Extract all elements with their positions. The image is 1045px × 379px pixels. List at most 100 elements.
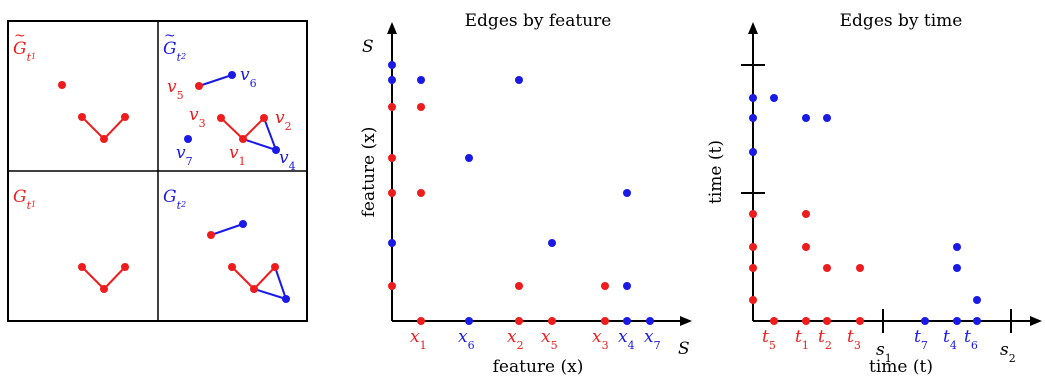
data-point bbox=[417, 317, 425, 325]
node bbox=[250, 285, 258, 293]
node bbox=[121, 263, 129, 271]
panel-label-tilde-mark-tr: ~ bbox=[164, 28, 176, 44]
node-label-v7: v7 bbox=[176, 143, 193, 168]
node-label-v5: v5 bbox=[167, 77, 184, 102]
data-point bbox=[953, 317, 961, 325]
data-point bbox=[417, 189, 425, 197]
x-tick-label: x5 bbox=[541, 327, 558, 352]
node bbox=[260, 114, 268, 122]
data-point bbox=[921, 317, 929, 325]
x-tick-label: t1 bbox=[795, 327, 809, 352]
data-point bbox=[802, 317, 810, 325]
x-tick-labels: t5 t1 t2 t3 t7 t4 t6 s1 s2 bbox=[762, 327, 1016, 365]
node bbox=[78, 113, 86, 121]
data-point bbox=[388, 239, 396, 247]
data-point bbox=[856, 317, 864, 325]
data-point bbox=[623, 189, 631, 197]
data-point bbox=[465, 317, 473, 325]
data-point bbox=[388, 189, 396, 197]
x-tick-label: x3 bbox=[592, 327, 609, 352]
data-point bbox=[515, 282, 523, 290]
chart-edges-by-feature: Edges by feature S S feature (x) feature… bbox=[359, 11, 692, 377]
data-point bbox=[749, 264, 757, 272]
data-point bbox=[802, 243, 810, 251]
node bbox=[184, 135, 192, 143]
panel-label-tilde-mark-tl: ~ bbox=[14, 28, 26, 44]
data-point bbox=[856, 264, 864, 272]
data-point bbox=[953, 243, 961, 251]
data-point bbox=[388, 76, 396, 84]
node bbox=[239, 135, 247, 143]
data-point bbox=[623, 317, 631, 325]
node bbox=[282, 295, 290, 303]
node bbox=[272, 146, 280, 154]
data-point bbox=[417, 103, 425, 111]
node bbox=[228, 71, 236, 79]
y-axis-symbol: S bbox=[362, 37, 374, 57]
data-point bbox=[388, 154, 396, 162]
data-point bbox=[388, 282, 396, 290]
graph-br bbox=[207, 220, 290, 303]
node bbox=[207, 231, 215, 239]
y-axis-label: time (t) bbox=[706, 140, 726, 204]
node bbox=[58, 81, 66, 89]
x-tick-label: t6 bbox=[964, 327, 978, 352]
panel-label-g-t1: Gt1 bbox=[13, 187, 36, 212]
data-point bbox=[749, 114, 757, 122]
data-point bbox=[749, 148, 757, 156]
x-tick-label: x6 bbox=[458, 327, 475, 352]
node bbox=[271, 263, 279, 271]
x-tick-labels: x1 x6 x2 x5 x3 x4 x7 bbox=[410, 327, 661, 352]
data-point bbox=[388, 61, 396, 69]
data-point bbox=[749, 210, 757, 218]
data-point bbox=[770, 94, 778, 102]
data-point bbox=[623, 282, 631, 290]
panel-label-g-tilde-t2: Gt2 bbox=[163, 39, 186, 64]
data-point bbox=[749, 94, 757, 102]
x-tick-label: t7 bbox=[914, 327, 928, 352]
panel-label-g-t2: Gt2 bbox=[163, 187, 186, 212]
data-point bbox=[823, 114, 831, 122]
x-tick-label: x7 bbox=[644, 327, 661, 352]
data-point bbox=[823, 317, 831, 325]
x-tick-label: t2 bbox=[818, 327, 832, 352]
data-point bbox=[601, 317, 609, 325]
data-point bbox=[548, 239, 556, 247]
data-point bbox=[953, 264, 961, 272]
node bbox=[217, 114, 225, 122]
data-point bbox=[802, 210, 810, 218]
chart-edges-by-time: Edges by time time (t) time (t) bbox=[706, 11, 1042, 377]
s-tick-label: s1 bbox=[876, 340, 892, 365]
data-point bbox=[973, 296, 981, 304]
graph-grid: Gt1 ~ Gt2 ~ Gt1 Gt2 bbox=[7, 20, 308, 322]
data-point bbox=[646, 317, 654, 325]
x-tick-label: x2 bbox=[507, 327, 524, 352]
data-point bbox=[465, 154, 473, 162]
graph-tr: v5 v6 v3 v2 v7 v1 v4 bbox=[167, 65, 296, 173]
data-point bbox=[601, 282, 609, 290]
data-point bbox=[388, 103, 396, 111]
graph-tl bbox=[58, 81, 129, 143]
data-point bbox=[515, 317, 523, 325]
node-label-v3: v3 bbox=[189, 105, 206, 130]
data-point bbox=[802, 114, 810, 122]
y-axis-label: feature (x) bbox=[359, 127, 379, 218]
node bbox=[121, 113, 129, 121]
node-label-v1: v1 bbox=[229, 143, 246, 168]
data-point bbox=[749, 296, 757, 304]
x-axis-symbol: S bbox=[678, 339, 690, 359]
x-tick-label: t4 bbox=[943, 327, 957, 352]
x-tick-label: x1 bbox=[410, 327, 427, 352]
node bbox=[195, 82, 203, 90]
x-tick-label: t3 bbox=[847, 327, 861, 352]
node bbox=[100, 135, 108, 143]
data-point bbox=[417, 76, 425, 84]
node bbox=[228, 263, 236, 271]
chart-title: Edges by feature bbox=[465, 11, 612, 31]
dots bbox=[749, 94, 981, 325]
node bbox=[78, 263, 86, 271]
dots bbox=[388, 61, 654, 325]
x-tick-label: t5 bbox=[762, 327, 776, 352]
graph-bl bbox=[78, 263, 129, 293]
